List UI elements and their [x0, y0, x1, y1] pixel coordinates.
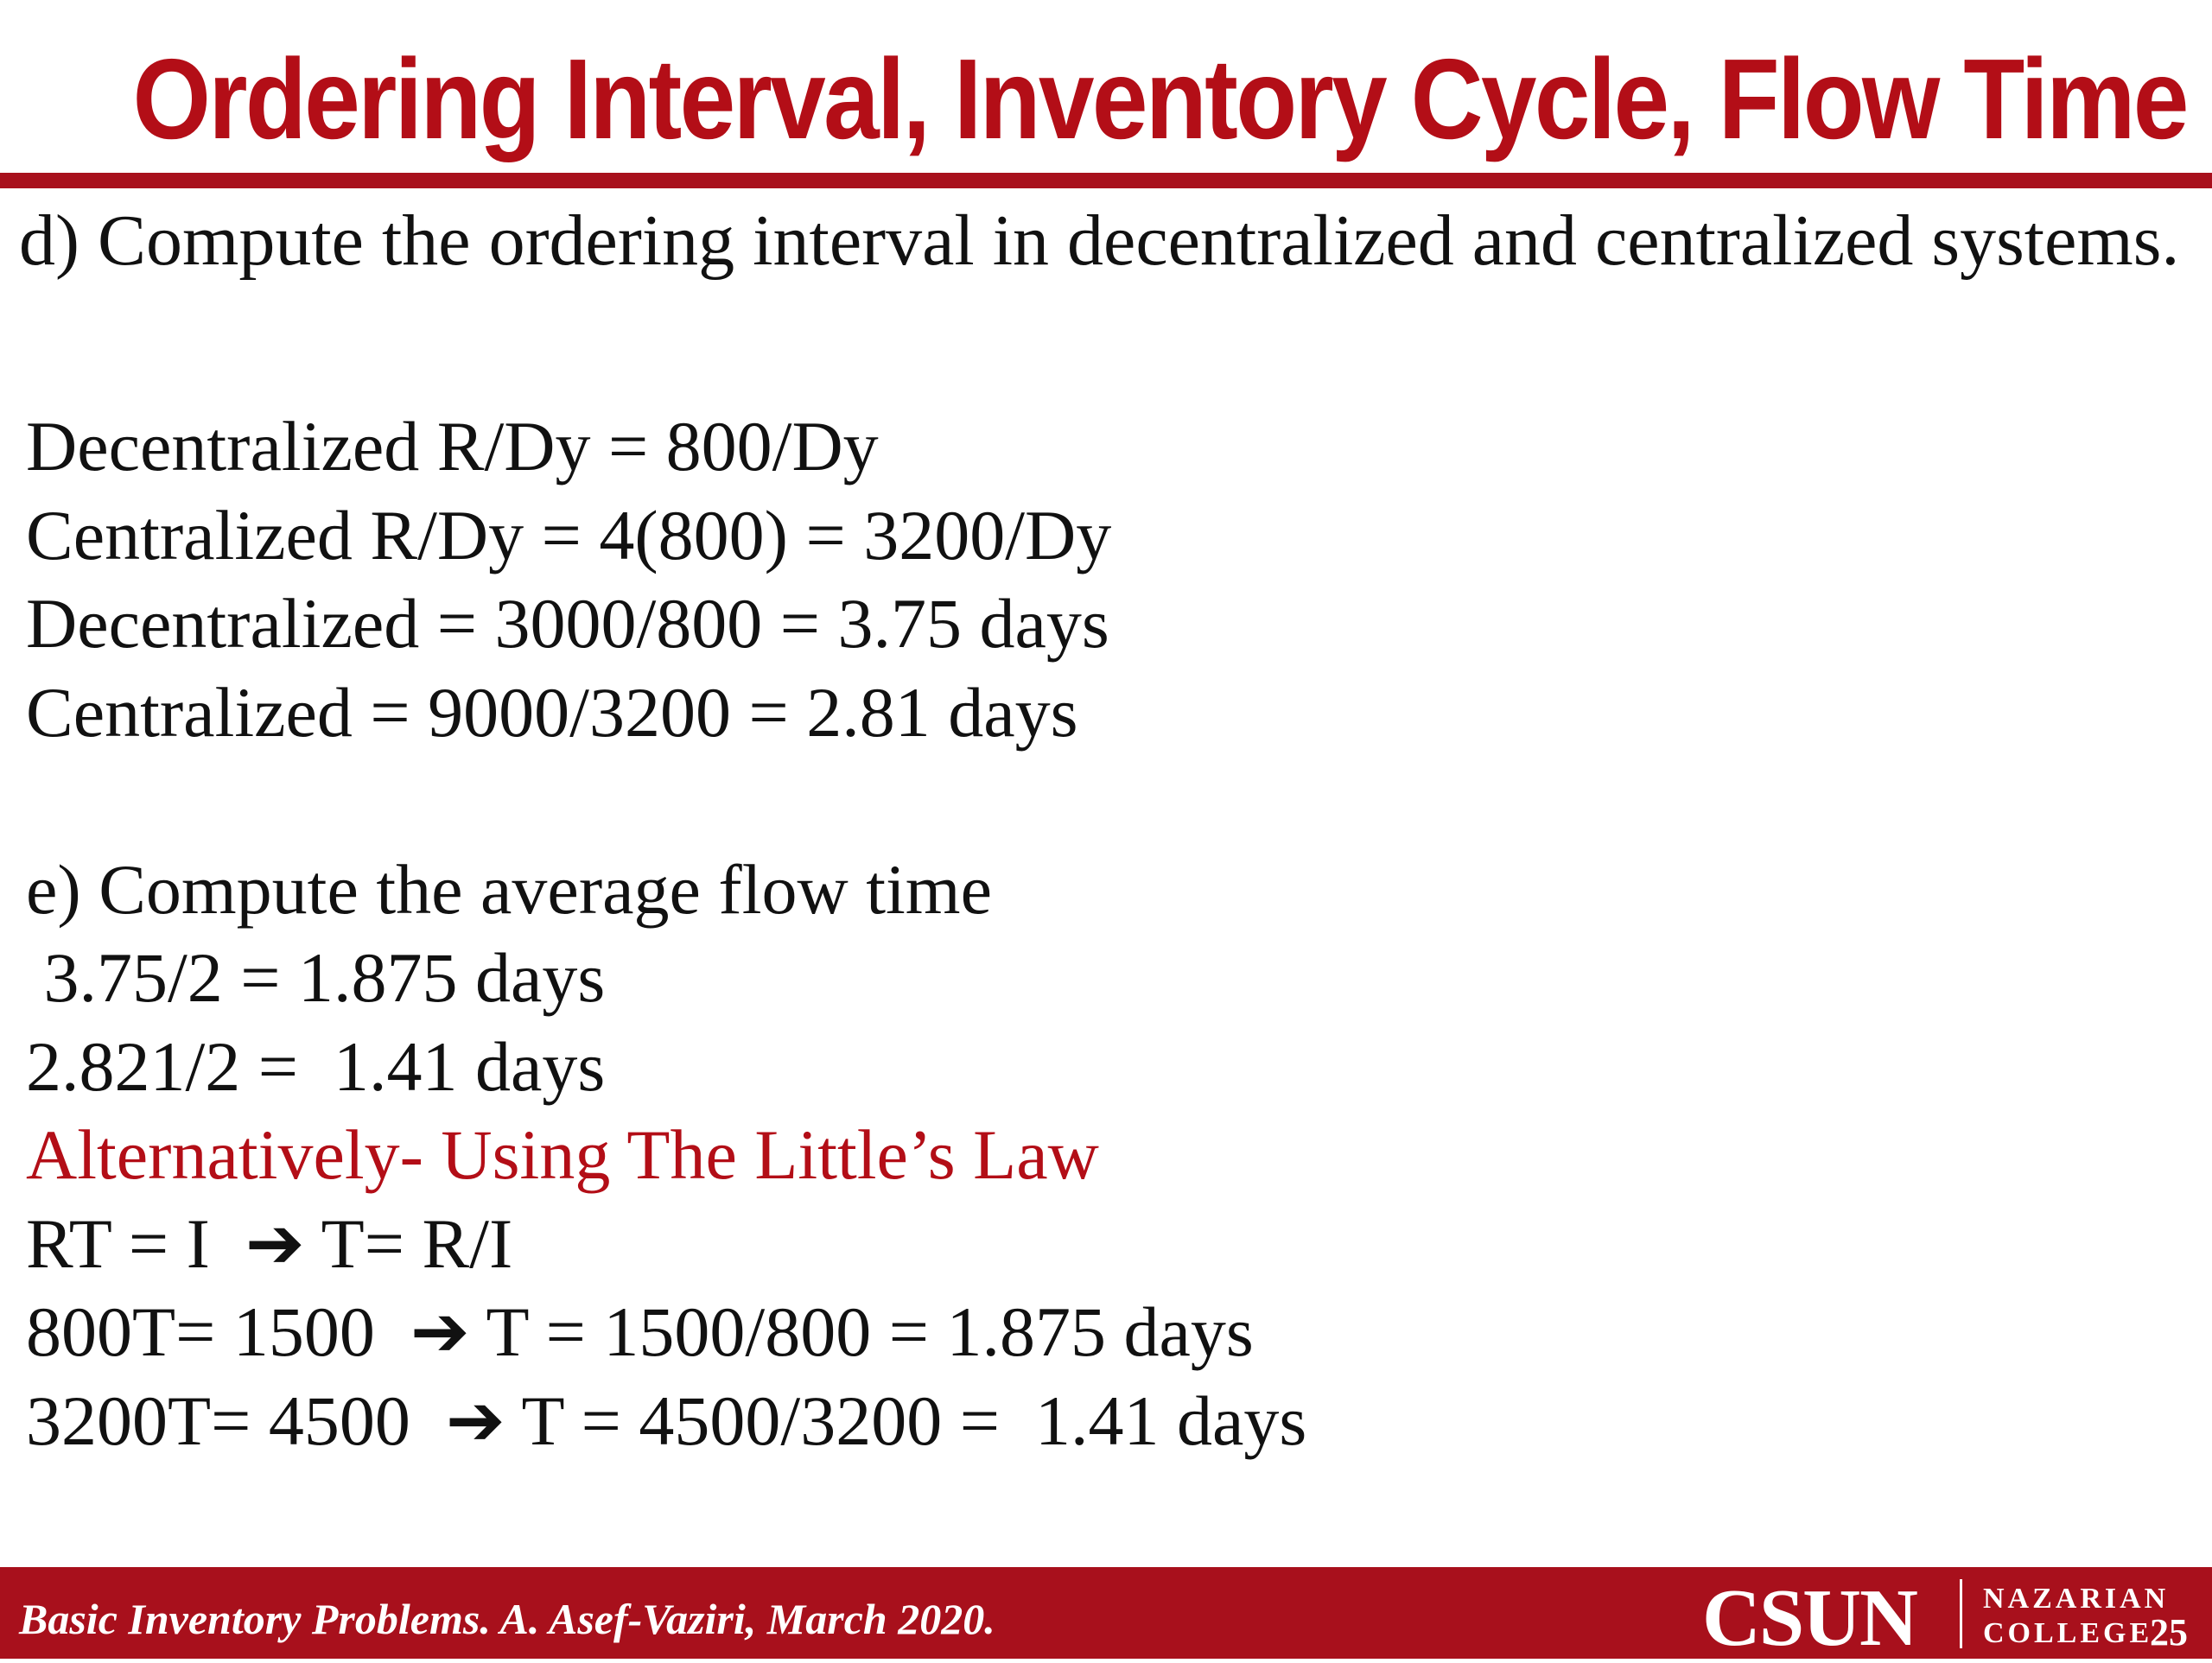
line-littles-law-decentralized: 800T= 1500 ➔ T = 1500/800 = 1.875 days: [26, 1292, 1254, 1371]
solution-lines: Decentralized R/Dy = 800/Dy Centralized …: [26, 403, 2100, 1465]
line-littles-law-centralized: 3200T= 4500 ➔ T = 4500/3200 = 1.41 days: [26, 1381, 1307, 1460]
line-centralized-rate: Centralized R/Dy = 4(800) = 3200/Dy: [26, 495, 1112, 574]
question-e-prompt: e) Compute the average flow time: [26, 849, 992, 929]
question-d-prompt: d) Compute the ordering interval in dece…: [19, 200, 2180, 281]
footer-bar: Basic Inventory Problems. A. Asef-Vaziri…: [0, 1567, 2212, 1659]
line-flow-time-decentralized: 3.75/2 = 1.875 days: [26, 938, 606, 1017]
line-decentralized-interval: Decentralized = 3000/800 = 3.75 days: [26, 584, 1109, 663]
littles-law-heading: Alternatively- Using The Little’s Law: [26, 1115, 1099, 1194]
footer-citation: Basic Inventory Problems. A. Asef-Vaziri…: [19, 1595, 995, 1643]
logo-college-text: COLLEGE: [1983, 1617, 2153, 1649]
line-centralized-interval: Centralized = 9000/3200 = 2.81 days: [26, 672, 1078, 752]
line-decentralized-rate: Decentralized R/Dy = 800/Dy: [26, 407, 879, 486]
csun-logo: CSUN: [1702, 1573, 1918, 1663]
line-flow-time-centralized: 2.821/2 = 1.41 days: [26, 1026, 606, 1106]
page-number: 25: [2150, 1611, 2188, 1653]
slide-title: Ordering Interval, Inventory Cycle, Flow…: [132, 35, 2190, 162]
line-spacer: [26, 757, 2100, 846]
line-littles-law-formula: RT = I ➔ T= R/I: [26, 1203, 513, 1283]
title-divider: [0, 173, 2212, 188]
logo-nazarian-text: NAZARIAN: [1983, 1583, 2170, 1615]
logo-divider: [1960, 1579, 1962, 1648]
